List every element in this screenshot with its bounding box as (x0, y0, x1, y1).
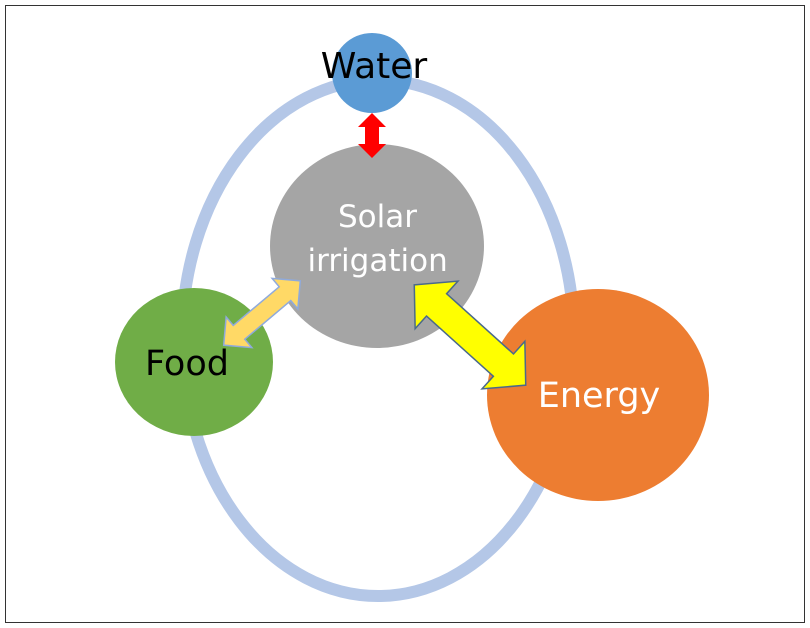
water-node (332, 33, 412, 113)
food-arrow (222, 277, 302, 349)
center-label: Solar irrigation (307, 199, 448, 279)
energy-node (487, 289, 709, 501)
water-arrow (358, 113, 386, 158)
center-label-box: Solar irrigation (307, 199, 448, 279)
energy-arrow (413, 280, 527, 390)
water-label: Water (321, 46, 428, 87)
food-label: Food (145, 344, 229, 384)
energy-label: Energy (538, 376, 661, 416)
